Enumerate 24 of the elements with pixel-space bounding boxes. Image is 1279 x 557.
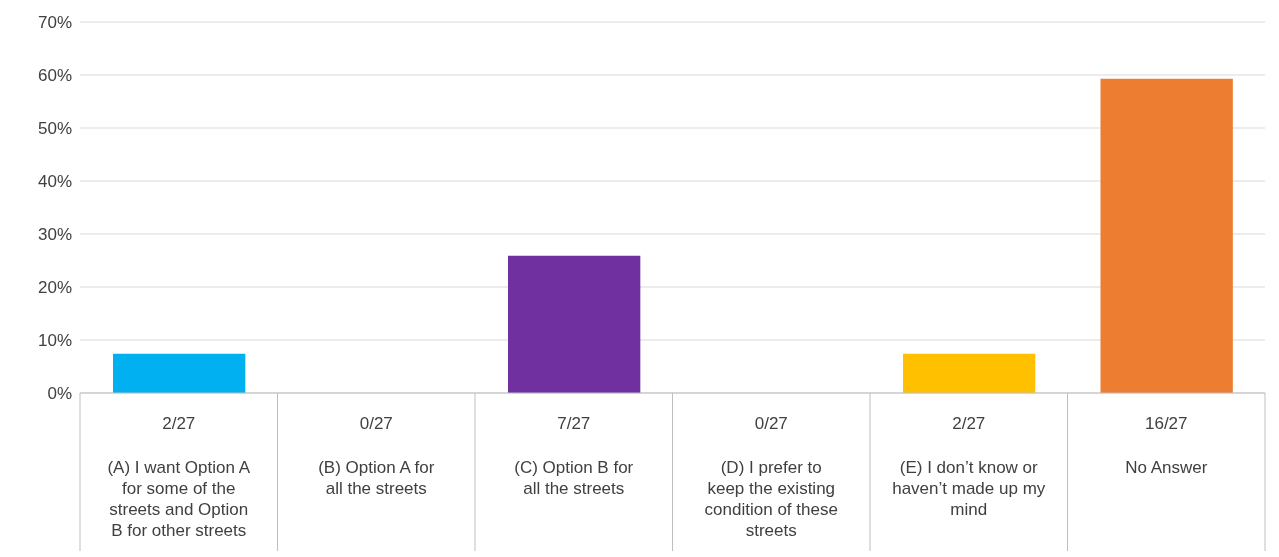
y-tick-label: 10% [37, 331, 72, 351]
y-tick-label: 60% [37, 66, 72, 86]
bar [1100, 78, 1233, 393]
bar [903, 353, 1036, 393]
y-tick-label: 70% [37, 13, 72, 33]
y-tick-label: 40% [37, 172, 72, 192]
y-tick-label: 20% [37, 278, 72, 298]
bar [508, 255, 641, 393]
data-label: 2/27 [162, 414, 196, 433]
x-tick-label: (C) Option B for all the streets [514, 458, 634, 498]
y-tick-label: 50% [37, 119, 72, 139]
y-tick-label: 30% [37, 225, 72, 245]
x-tick-label: No Answer [1125, 458, 1208, 477]
x-tick-label: (E) I don’t know or haven’t made up my mind [892, 458, 1046, 519]
data-label: 7/27 [557, 414, 591, 433]
data-label: 16/27 [1144, 414, 1188, 433]
y-tick-label: 0% [47, 384, 72, 404]
x-tick-label: (A) I want Option A for some of the streets and Option B for other streets [107, 458, 251, 540]
data-label: 0/27 [359, 414, 393, 433]
bar [113, 353, 246, 393]
x-tick-label: (B) Option A for all the streets [318, 458, 435, 498]
data-label: 2/27 [952, 414, 986, 433]
x-tick-label: (D) I prefer to keep the existing condition of these streets [704, 458, 838, 540]
data-label: 0/27 [754, 414, 788, 433]
